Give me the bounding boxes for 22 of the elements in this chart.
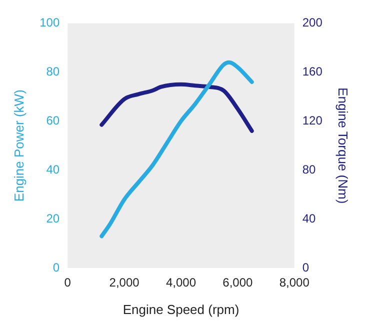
y-tick-label: 40 <box>46 162 60 176</box>
y2-tick-label: 160 <box>302 64 323 78</box>
line-series <box>100 60 254 238</box>
y2-tick-label: 0 <box>302 260 310 274</box>
x-tick-label: 2,000 <box>109 276 140 290</box>
x-tick-label: 0 <box>64 276 72 290</box>
y-tick-label: 20 <box>46 211 60 226</box>
y-tick-label: 0 <box>52 260 60 274</box>
y2-tick-label: 80 <box>302 162 316 176</box>
y2-tick-label: 40 <box>302 211 316 226</box>
y2-tick-label: 200 <box>302 16 323 30</box>
y2-axis-title: Engine Torque (Nm) <box>336 88 351 204</box>
y2-tick-label: 120 <box>302 113 323 128</box>
y-tick-label: 100 <box>40 16 60 30</box>
x-tick-label: 8,000 <box>279 276 310 290</box>
y-axis-title: Engine Power (kW) <box>11 90 26 202</box>
x-axis-title: Engine Speed (rpm) <box>122 302 240 317</box>
y-tick-label: 60 <box>46 113 60 128</box>
line-series <box>100 82 254 133</box>
y-tick-label: 80 <box>46 64 60 78</box>
x-tick-label: 4,000 <box>166 276 196 290</box>
x-tick-label: 6,000 <box>222 276 254 290</box>
